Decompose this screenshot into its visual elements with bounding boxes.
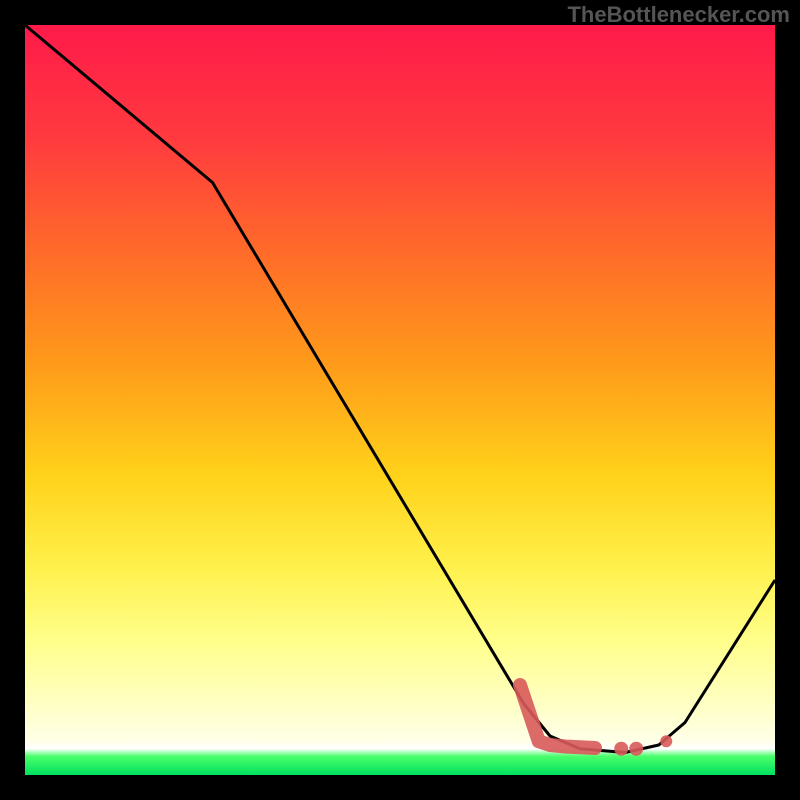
plot-area [25,25,775,775]
chart-frame: TheBottlenecker.com [0,0,800,800]
watermark-text: TheBottlenecker.com [567,2,790,28]
chart-svg [0,0,800,800]
optimal-marker-dot-2 [660,735,672,747]
optimal-marker-dot-1 [629,742,643,756]
optimal-marker-dot-0 [614,742,628,756]
